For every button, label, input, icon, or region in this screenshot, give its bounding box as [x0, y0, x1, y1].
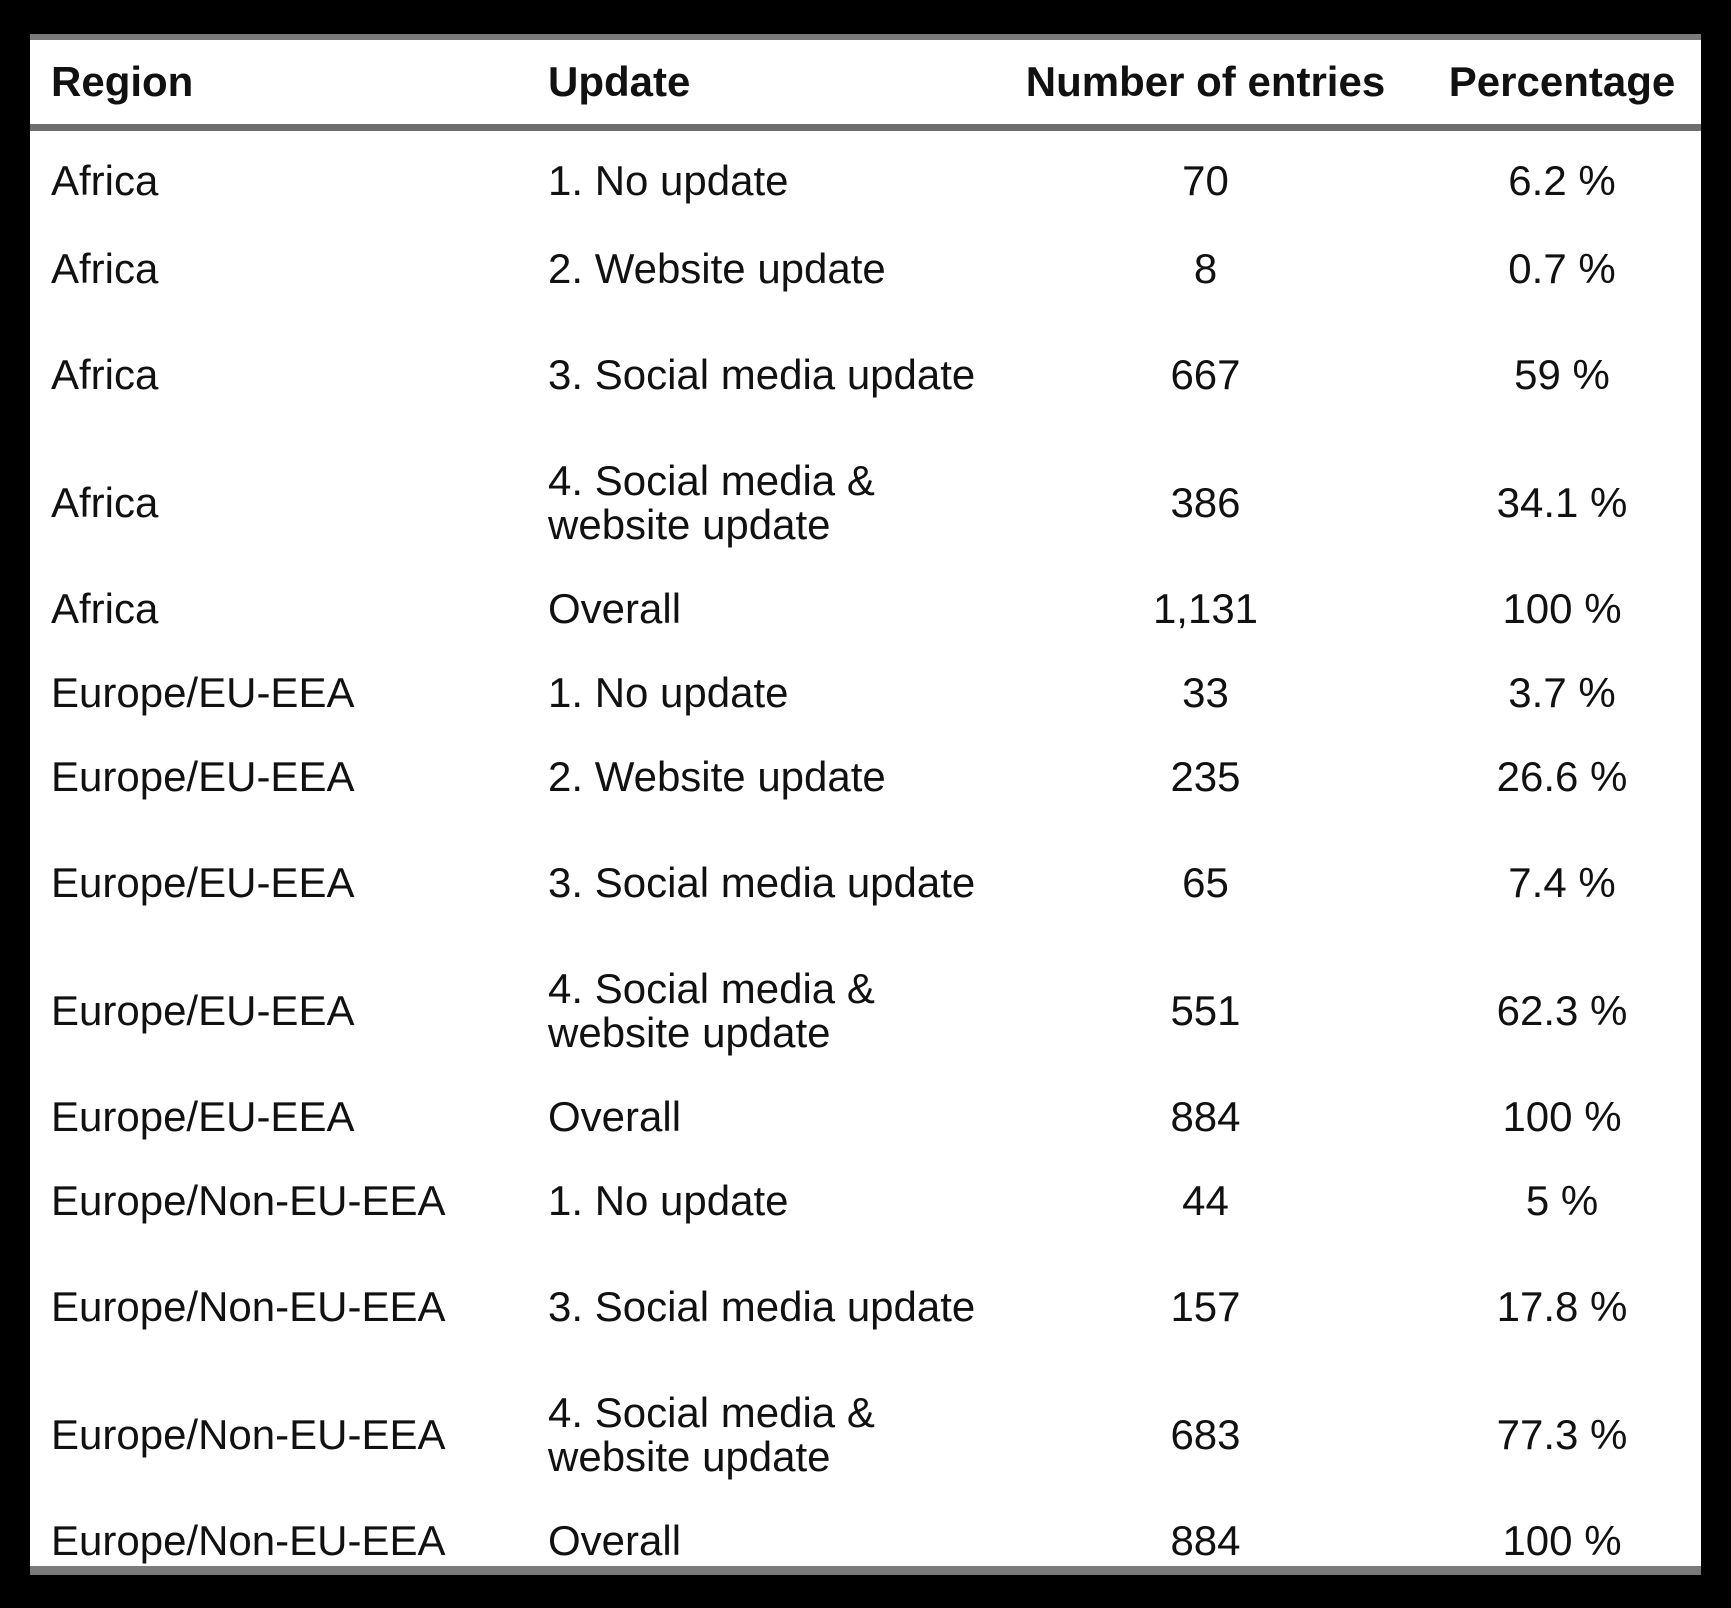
- cell-percentage: 59 %: [1514, 351, 1610, 398]
- cell-update: 4. Social media & website update: [548, 457, 875, 548]
- table-row: Europe/EU-EEA 1. No update 33 3.7 %: [30, 651, 1701, 735]
- cell-update: 1. No update: [548, 157, 789, 204]
- cell-number-of-entries: 235: [1170, 753, 1241, 800]
- cell-region: Europe/Non-EU-EEA: [51, 1411, 446, 1458]
- cell-update: 1. No update: [548, 669, 789, 716]
- cell-update: Overall: [548, 1093, 682, 1140]
- cell-percentage: 62.3 %: [1496, 987, 1628, 1034]
- header-row: Region Update Number of entries Percenta…: [30, 40, 1701, 131]
- table-row: Africa 3. Social media update 667 59 %: [30, 311, 1701, 439]
- column-header-update: Update: [548, 40, 988, 131]
- cell-region: Africa: [51, 585, 159, 632]
- cell-update: Overall: [548, 585, 682, 632]
- cell-update: 3. Social media update: [548, 859, 976, 906]
- table-row: Europe/EU-EEA 4. Social media & website …: [30, 947, 1701, 1075]
- cell-region: Europe/EU-EEA: [51, 669, 355, 716]
- cell-region: Europe/EU-EEA: [51, 1093, 355, 1140]
- cell-number-of-entries: 70: [1182, 157, 1229, 204]
- table-row: Europe/EU-EEA 3. Social media update 65 …: [30, 819, 1701, 947]
- cell-region: Europe/EU-EEA: [51, 859, 355, 906]
- cell-region: Africa: [51, 157, 159, 204]
- cell-update: 4. Social media & website update: [548, 965, 875, 1056]
- cell-percentage: 7.4 %: [1508, 859, 1616, 906]
- column-header-number-of-entries: Number of entries: [988, 40, 1423, 131]
- cell-number-of-entries: 884: [1170, 1093, 1241, 1140]
- cell-update: 3. Social media update: [548, 1283, 976, 1330]
- cell-region: Europe/Non-EU-EEA: [51, 1177, 446, 1224]
- cell-number-of-entries: 157: [1170, 1283, 1241, 1330]
- cell-update: 2. Website update: [548, 245, 886, 292]
- table-header: Region Update Number of entries Percenta…: [30, 40, 1701, 131]
- cell-number-of-entries: 683: [1170, 1411, 1241, 1458]
- table-body: Africa 1. No update 70 6.2 % Africa 2. W…: [30, 128, 1701, 1584]
- cell-update: 1. No update: [548, 1177, 789, 1224]
- cell-percentage: 34.1 %: [1496, 479, 1628, 526]
- cell-region: Europe/EU-EEA: [51, 987, 355, 1034]
- cell-percentage: 0.7 %: [1508, 245, 1616, 292]
- table-row: Europe/Non-EU-EEA 3. Social media update…: [30, 1243, 1701, 1371]
- cell-percentage: 100 %: [1502, 1093, 1622, 1140]
- cell-percentage: 5 %: [1525, 1177, 1599, 1224]
- cell-number-of-entries: 884: [1170, 1517, 1241, 1564]
- cell-percentage: 77.3 %: [1496, 1411, 1628, 1458]
- cell-number-of-entries: 44: [1182, 1177, 1229, 1224]
- cell-number-of-entries: 1,131: [1152, 585, 1259, 632]
- cell-percentage: 26.6 %: [1496, 753, 1628, 800]
- cell-percentage: 6.2 %: [1508, 157, 1616, 204]
- cell-region: Africa: [51, 479, 159, 526]
- cell-percentage: 100 %: [1502, 1517, 1622, 1564]
- cell-percentage: 17.8 %: [1496, 1283, 1628, 1330]
- table-row: Europe/Non-EU-EEA 4. Social media & webs…: [30, 1371, 1701, 1499]
- cell-update: 2. Website update: [548, 753, 886, 800]
- table-row: Europe/EU-EEA Overall 884 100 %: [30, 1075, 1701, 1159]
- cell-region: Europe/EU-EEA: [51, 753, 355, 800]
- data-table-sheet: Region Update Number of entries Percenta…: [30, 34, 1701, 1575]
- table-row: Africa 1. No update 70 6.2 %: [30, 128, 1701, 228]
- cell-region: Europe/Non-EU-EEA: [51, 1283, 446, 1330]
- cell-number-of-entries: 65: [1182, 859, 1229, 906]
- table-row: Europe/Non-EU-EEA 1. No update 44 5 %: [30, 1159, 1701, 1243]
- cell-percentage: 100 %: [1502, 585, 1622, 632]
- cell-update: 4. Social media & website update: [548, 1389, 875, 1480]
- table-row: Africa 4. Social media & website update …: [30, 439, 1701, 567]
- cell-percentage: 3.7 %: [1508, 669, 1616, 716]
- cell-update: 3. Social media update: [548, 351, 976, 398]
- table-row: Africa Overall 1,131 100 %: [30, 567, 1701, 651]
- table-row: Africa 2. Website update 8 0.7 %: [30, 227, 1701, 311]
- column-header-region: Region: [30, 40, 548, 131]
- cell-update: Overall: [548, 1517, 682, 1564]
- table-row: Europe/Non-EU-EEA Overall 884 100 %: [30, 1499, 1701, 1583]
- cell-region: Africa: [51, 351, 159, 398]
- cell-number-of-entries: 667: [1170, 351, 1241, 398]
- cell-number-of-entries: 8: [1193, 245, 1218, 292]
- cell-number-of-entries: 551: [1170, 987, 1241, 1034]
- data-table: Region Update Number of entries Percenta…: [30, 40, 1701, 1583]
- cell-number-of-entries: 386: [1170, 479, 1241, 526]
- column-header-percentage: Percentage: [1423, 40, 1701, 131]
- cell-number-of-entries: 33: [1182, 669, 1229, 716]
- table-row: Europe/EU-EEA 2. Website update 235 26.6…: [30, 735, 1701, 819]
- cell-region: Europe/Non-EU-EEA: [51, 1517, 446, 1564]
- cell-region: Africa: [51, 245, 159, 292]
